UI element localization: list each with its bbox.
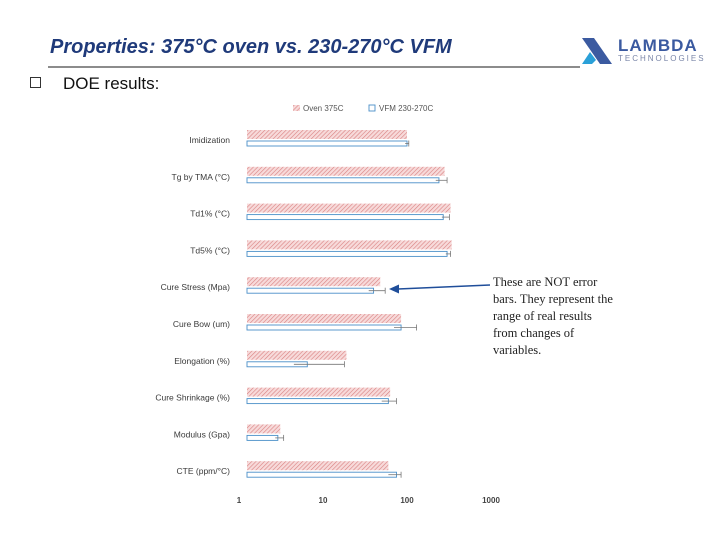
square-bullet-icon (30, 77, 41, 88)
bullet-item: DOE results: (30, 74, 159, 94)
category-label: Td5% (°C) (190, 245, 230, 255)
bar-oven (247, 314, 402, 323)
arrow-line (397, 284, 491, 290)
category-label: Modulus (Gpa) (174, 429, 230, 439)
legend-label-oven: Oven 375C (303, 104, 344, 113)
logo-tagline: TECHNOLOGIES (618, 54, 706, 63)
category-label: Elongation (%) (174, 356, 230, 366)
bar-vfm (246, 434, 279, 441)
bar-oven (247, 277, 381, 287)
legend-swatch-oven (293, 105, 300, 111)
category-label: Cure Stress (Mpa) (161, 282, 231, 292)
x-tick-label: 1000 (482, 496, 500, 505)
x-axis-tick-labels: 1 10 100 1000 (237, 496, 501, 505)
chart-legend: Oven 375C VFM 230-270C (293, 104, 433, 113)
bar-oven (247, 461, 389, 471)
category-label: Cure Bow (um) (173, 319, 230, 329)
bar-oven (247, 203, 451, 213)
category-label: Cure Shrinkage (%) (155, 393, 230, 403)
bar-vfm (246, 398, 389, 405)
bar-oven (247, 130, 407, 139)
bar-vfm (246, 471, 397, 478)
logo-name: LAMBDA (618, 36, 698, 55)
company-logo: LAMBDA TECHNOLOGIES (580, 36, 704, 66)
title-divider (48, 66, 580, 68)
callout-arrow (389, 284, 491, 294)
bar-oven (247, 350, 347, 360)
category-label: Td1% (°C) (190, 209, 230, 219)
bar-vfm (246, 324, 402, 331)
bar-oven (247, 424, 281, 434)
bar-vfm (246, 250, 448, 257)
category-label: Tg by TMA (°C) (172, 172, 231, 182)
legend-swatch-vfm (368, 104, 376, 112)
slide-title: Properties: 375°C oven vs. 230-270°C VFM (50, 36, 452, 58)
bar-vfm (246, 140, 408, 147)
bar-oven (247, 166, 445, 176)
category-label: Imidization (189, 135, 230, 145)
bar-vfm (246, 214, 444, 221)
legend-label-vfm: VFM 230-270C (379, 104, 433, 113)
bar-vfm (246, 177, 440, 184)
bar-oven (247, 387, 391, 397)
lambda-logo-icon (582, 38, 612, 64)
x-tick-label: 1 (237, 496, 242, 505)
callout-note: These are NOT error bars. They represent… (493, 275, 613, 357)
bar-oven (247, 240, 452, 250)
category-labels: Imidization Tg by TMA (°C) Td1% (°C) Td5% (… (155, 135, 230, 476)
category-label: CTE (ppm/°C) (177, 466, 231, 476)
arrow-head (389, 284, 399, 294)
bar-vfm (246, 287, 375, 294)
x-tick-label: 10 (319, 496, 328, 505)
x-tick-label: 100 (400, 496, 414, 505)
chart-bars (246, 130, 452, 478)
bullet-text: DOE results: (63, 74, 160, 93)
